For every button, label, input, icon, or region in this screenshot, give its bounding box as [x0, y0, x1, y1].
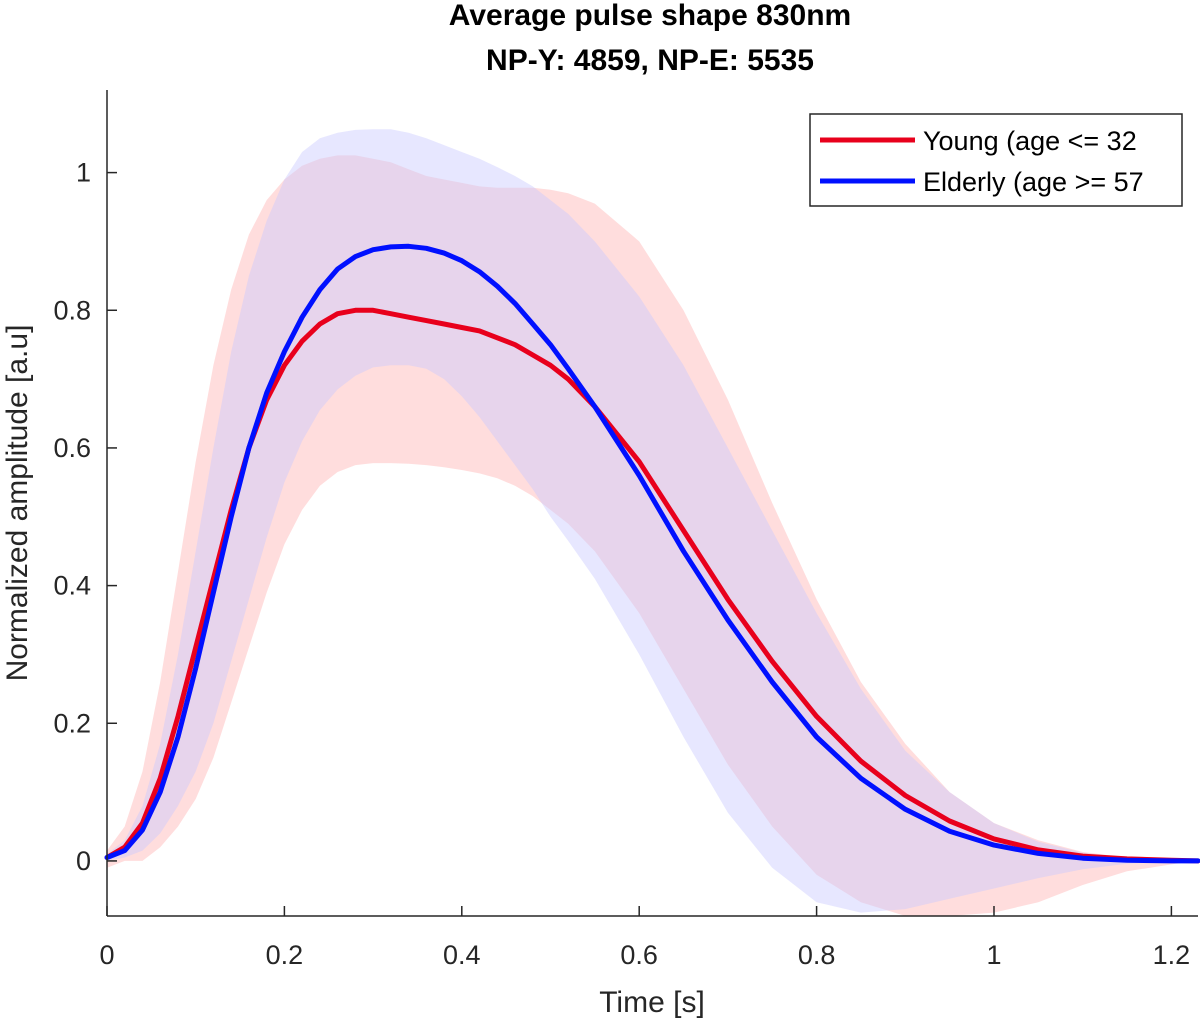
- legend: Young (age <= 32 Elderly (age >= 57: [809, 113, 1183, 207]
- y-tick-label: 0: [76, 846, 91, 876]
- y-tick-label: 0.4: [53, 571, 91, 601]
- x-tick-label: 1.2: [1153, 940, 1191, 970]
- y-tick-label: 0.6: [53, 433, 91, 463]
- chart-title: Average pulse shape 830nm: [449, 0, 851, 32]
- y-tick-label: 0.2: [53, 708, 91, 738]
- y-tick-label: 1: [76, 158, 91, 188]
- series-lines: [104, 243, 1200, 864]
- band-elderly: [107, 129, 1198, 913]
- confidence-bands: [107, 129, 1198, 916]
- chart-subtitle: NP-Y: 4859, NP-E: 5535: [486, 44, 814, 77]
- y-tick-label: 0.8: [53, 295, 91, 325]
- series-line-elderly: [104, 243, 1200, 864]
- legend-label-young: Young (age <= 32: [923, 126, 1137, 156]
- legend-box: [809, 113, 1183, 207]
- axes: 0 0.2 0.4 0.6 0.8 1 1.2 0 0.2 0.4 0.6 0.8 1: [53, 90, 1198, 970]
- x-tick-label: 0.8: [798, 940, 836, 970]
- x-tick-label: 1: [986, 940, 1001, 970]
- legend-label-elderly: Elderly (age >= 57: [923, 167, 1144, 197]
- x-axis-label: Time [s]: [599, 986, 705, 1019]
- y-axis-label: Normalized amplitude [a.u]: [1, 325, 34, 682]
- x-tick-label: 0.2: [266, 940, 304, 970]
- x-tick-label: 0.4: [443, 940, 481, 970]
- band-young: [107, 155, 1198, 916]
- x-tick-label: 0: [99, 940, 114, 970]
- x-tick-label: 0.6: [620, 940, 658, 970]
